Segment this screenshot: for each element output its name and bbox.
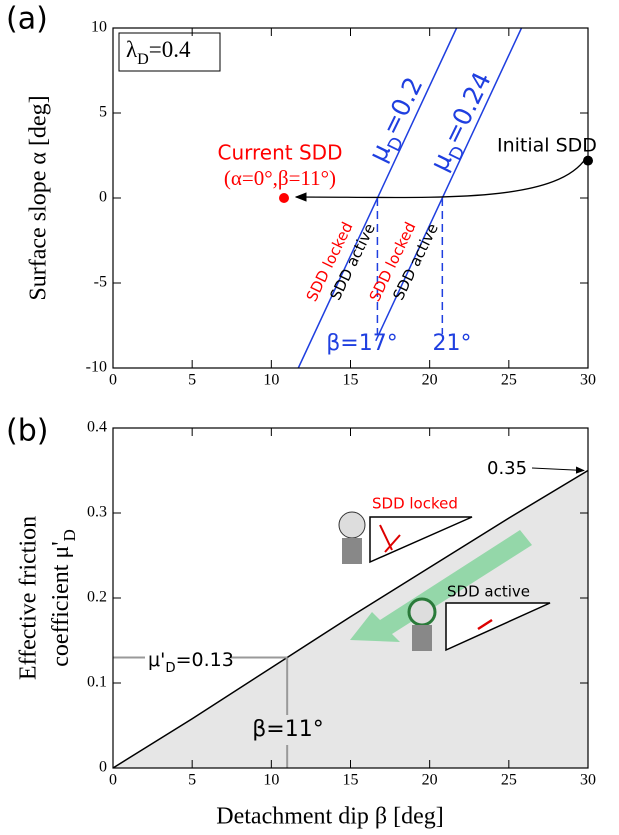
point-coords: (α=0°,β=11°): [224, 166, 336, 190]
x-axis-label: Detachment dip β [deg]: [216, 804, 443, 830]
point-label: Initial SDD: [497, 135, 597, 157]
x-tick-label: 0: [109, 372, 117, 389]
x-tick-label: 30: [580, 372, 596, 389]
panel-label: (a): [6, 2, 48, 37]
beta-label: β=17°: [326, 331, 397, 356]
y-tick-label: -5: [94, 274, 107, 291]
trajectory-arrow: [294, 157, 587, 202]
y-tick-label: 10: [91, 19, 107, 36]
text-part: D: [165, 661, 175, 676]
text-part: =0.4: [149, 37, 191, 62]
y-tick-label: 0.1: [87, 674, 107, 691]
x-tick-label: 5: [188, 772, 196, 789]
legend-box: [118, 32, 221, 72]
plot-frame: [112, 427, 589, 769]
regime-label: SDD active: [447, 583, 530, 601]
y-axis-label: coefficient μ'D: [48, 529, 80, 666]
x-tick-label: 20: [422, 372, 438, 389]
panel-label: (b): [6, 414, 48, 449]
text-part: coefficient μ': [48, 541, 74, 666]
wedge-locked: [369, 516, 473, 564]
line-series: [375, 27, 523, 342]
y-tick-label: -10: [86, 359, 107, 376]
illustration: [338, 511, 551, 652]
y-tick-label: 0.4: [87, 419, 107, 436]
figure-head: [338, 511, 366, 539]
text-part: =0.13: [176, 649, 234, 671]
curve: [112, 469, 589, 769]
end-value-label: 0.35: [487, 458, 527, 479]
text-part: D: [60, 529, 79, 541]
x-tick-label: 25: [501, 772, 517, 789]
text-part: D: [137, 51, 149, 68]
y-tick-label: 0.2: [87, 589, 107, 606]
plot-frame: [112, 27, 589, 369]
point-label: Current SDD: [218, 141, 343, 165]
reference-label: μ'D=0.13: [148, 649, 234, 676]
x-tick-label: 15: [343, 372, 359, 389]
text-part: =0.24: [437, 67, 497, 149]
label-bg: [244, 715, 332, 745]
x-tick-label: 20: [422, 772, 438, 789]
line-label: μD=0.24: [424, 67, 503, 178]
force-arrow: [384, 534, 401, 553]
wedge-active: [445, 602, 551, 652]
y-tick-label: 5: [99, 104, 107, 121]
x-tick-label: 15: [343, 772, 359, 789]
regime-label: SDD locked: [372, 495, 458, 513]
parameter-label: λD=0.4: [126, 37, 191, 68]
trend-arrow: [350, 530, 532, 642]
y-axis-label: Surface slope α [deg]: [26, 95, 52, 300]
x-tick-label: 25: [501, 372, 517, 389]
label-bg: [145, 648, 231, 676]
x-tick-label: 10: [263, 372, 279, 389]
force-arrow: [477, 618, 493, 631]
end-value-arrow: [531, 466, 585, 474]
text-part: λ: [126, 37, 138, 62]
x-tick-label: 10: [263, 772, 279, 789]
x-tick-label: 0: [109, 772, 117, 789]
y-axis-label: Effective friction: [16, 516, 42, 680]
figure-body: [412, 625, 432, 651]
beta-label: 21°: [433, 331, 472, 356]
y-tick-label: 0.3: [87, 504, 107, 521]
figure-head: [407, 597, 437, 627]
text-part: μ': [148, 649, 165, 671]
y-tick-label: 0: [99, 759, 107, 776]
line-label: μD=0.2: [363, 72, 435, 169]
x-tick-label: 5: [188, 372, 196, 389]
y-tick-label: 0: [99, 189, 107, 206]
state-point: [279, 193, 289, 203]
reference-label: β=11°: [252, 717, 323, 742]
figure-body: [342, 538, 362, 564]
x-tick-label: 30: [580, 772, 596, 789]
